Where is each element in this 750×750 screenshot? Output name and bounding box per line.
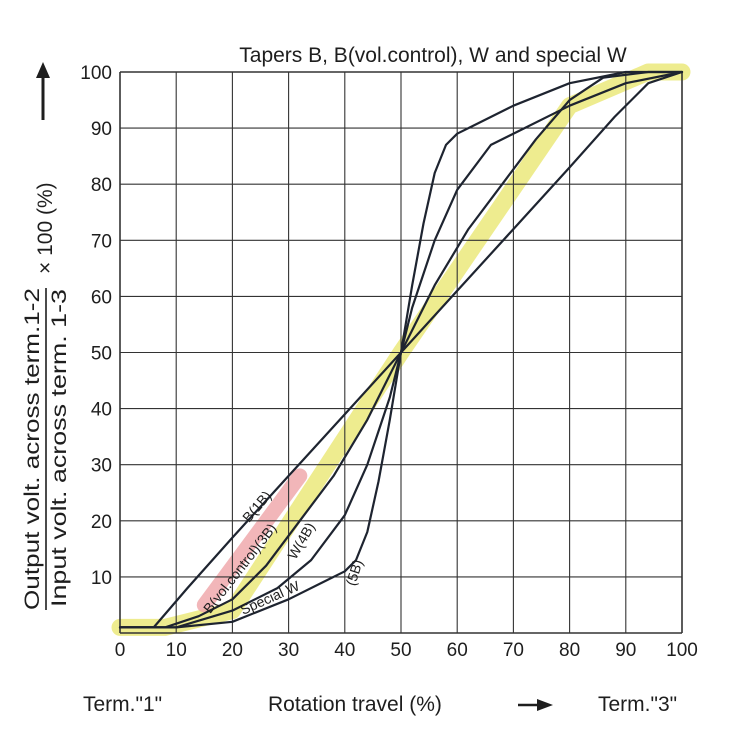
y-tick-label: 100 bbox=[80, 63, 112, 84]
y-axis-numerator: Output volt. across term.1-2 bbox=[21, 288, 44, 610]
y-axis-factor: × 100 (%) bbox=[34, 182, 57, 274]
x-tick-label: 30 bbox=[278, 640, 299, 661]
x-tick-label: 0 bbox=[115, 640, 126, 661]
curves bbox=[118, 70, 684, 629]
x-tick-label: 60 bbox=[447, 640, 468, 661]
x-end-label: Term."3" bbox=[598, 693, 677, 716]
y-tick-label: 30 bbox=[91, 456, 112, 477]
y-tick-label: 20 bbox=[91, 512, 112, 533]
chart-title: Tapers B, B(vol.control), W and special … bbox=[239, 44, 627, 67]
x-tick-label: 20 bbox=[222, 640, 243, 661]
x-tick-label: 70 bbox=[503, 640, 524, 661]
y-tick-label: 10 bbox=[91, 568, 112, 589]
highlight-pink bbox=[196, 468, 308, 613]
y-axis-arrowhead bbox=[36, 62, 50, 78]
y-tick-label: 50 bbox=[91, 344, 112, 365]
curve-annotation-3: (5B) bbox=[342, 557, 365, 587]
x-start-label: Term."1" bbox=[83, 693, 162, 716]
x-tick-label: 100 bbox=[666, 640, 698, 661]
x-axis-arrowhead bbox=[537, 699, 553, 711]
tick-labels: 0 10 20 30 40 50 60 70 80 90 100 10 20 30 40 50 60 70 80 90… bbox=[80, 63, 698, 661]
x-tick-label: 90 bbox=[615, 640, 636, 661]
y-tick-label: 70 bbox=[91, 231, 112, 252]
x-tick-label: 10 bbox=[166, 640, 187, 661]
x-axis-label: Rotation travel (%) bbox=[268, 693, 442, 716]
x-tick-label: 80 bbox=[559, 640, 580, 661]
y-tick-label: 60 bbox=[91, 287, 112, 308]
y-axis-denominator: Input volt. across term. 1-3 bbox=[48, 289, 71, 607]
y-tick-label: 80 bbox=[91, 175, 112, 196]
x-tick-label: 50 bbox=[390, 640, 411, 661]
y-tick-label: 90 bbox=[91, 119, 112, 140]
series-line-3 bbox=[118, 70, 684, 629]
x-tick-label: 40 bbox=[334, 640, 355, 661]
y-tick-label: 40 bbox=[91, 400, 112, 421]
y-axis-label: Output volt. across term.1-2 Input volt.… bbox=[21, 182, 71, 610]
